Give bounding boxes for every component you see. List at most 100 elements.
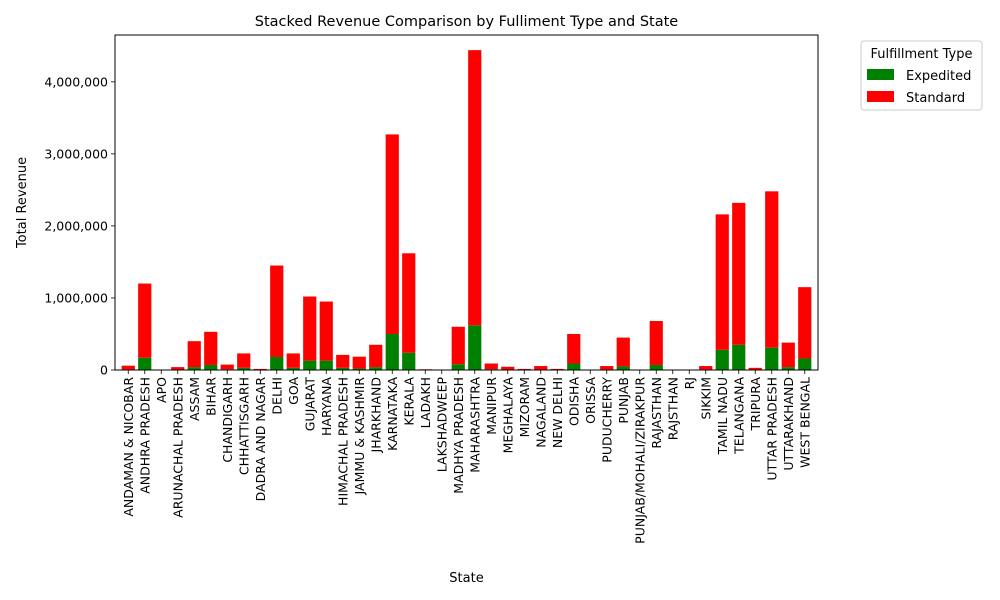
legend: Fulfillment Type Expedited Standard [860,40,983,111]
x-tick-label-ladakh: LADAKH [418,377,433,428]
bar-standard-uttar-pradesh [765,191,779,348]
legend-label-standard: Standard [906,91,965,106]
bar-expedited-maharashtra [468,325,482,370]
x-tick-label-kerala: KERALA [401,377,416,426]
x-tick-label-bihar: BIHAR [203,377,218,416]
bar-standard-chandigarh [220,364,234,370]
x-tick-label-mizoram: MIZORAM [517,377,532,437]
x-tick-label-karnataka: KARNATAKA [385,377,400,451]
x-tick-label-rajsthan: RAJSTHAN [665,377,680,440]
bar-standard-telangana [732,202,746,345]
x-tick-label-tripura: TRIPURA [748,377,763,432]
x-tick-label-punjab-mohali-zirakpur: PUNJAB/MOHALI/ZIRAKPUR [632,377,647,544]
x-tick-label-jammu-kashmir: JAMMU & KASHMIR [352,377,367,496]
bar-standard-andhra-pradesh [138,283,152,358]
x-tick-label-lakshadweep: LAKSHADWEEP [434,377,449,473]
bar-standard-tamil-nadu [715,214,729,350]
bar-standard-karnataka [385,134,399,334]
bar-expedited-chhattisgarh [237,367,251,370]
x-tick-label-punjab: PUNJAB [616,377,631,424]
bar-standard-punjab [616,337,630,367]
bar-expedited-kerala [402,352,416,370]
legend-swatch-standard [867,91,894,102]
x-tick-label-gujarat: GUJARAT [302,377,317,432]
y-tick-label-0: 0 [100,363,108,378]
bar-standard-chhattisgarh [237,353,251,368]
bar-expedited-madhya-pradesh [451,364,465,370]
bar-standard-madhya-pradesh [451,326,465,365]
x-tick-label-meghalaya: MEGHALAYA [500,377,515,454]
x-tick-label-chandigarh: CHANDIGARH [220,377,235,463]
y-tick-label-4: 4,000,000 [44,74,108,89]
bar-expedited-delhi [270,357,284,370]
x-tick-label-west-bengal: WEST BENGAL [797,377,812,468]
bar-standard-kerala [402,253,416,353]
bar-expedited-goa [286,367,300,370]
bar-standard-sikkim [699,366,713,370]
bar-standard-bihar [204,331,218,365]
y-axis: 0 1,000,000 2,000,000 3,000,000 4,000,000 [44,74,115,378]
x-tick-label-manipur: MANIPUR [484,377,499,435]
y-tick-label-2: 2,000,000 [44,218,108,233]
bar-standard-dadra-and-nagar [253,368,267,370]
bar-standard-jharkhand [369,344,383,368]
bar-expedited-jharkhand [369,367,383,370]
x-tick-label-tamil-nadu: TAMIL NADU [715,377,730,455]
bar-standard-meghalaya [501,366,515,370]
x-tick-label-haryana: HARYANA [319,377,334,436]
bar-expedited-jammu-kashmir [352,368,366,370]
bar-expedited-punjab [616,366,630,370]
bar-standard-west-bengal [798,287,812,359]
x-tick-label-andaman-nicobar: ANDAMAN & NICOBAR [121,377,136,517]
bar-expedited-west-bengal [798,358,812,370]
x-tick-label-delhi: DELHI [269,377,284,415]
x-tick-label-dadra-and-nagar: DADRA AND NAGAR [253,377,268,502]
x-tick-label-maharashtra: MAHARASHTRA [467,377,482,473]
x-tick-label-orissa: ORISSA [583,377,598,424]
bar-expedited-haryana [319,360,333,370]
bar-standard-nagaland [534,366,548,370]
x-tick-label-arunachal-pradesh: ARUNACHAL PRADESH [170,377,185,518]
bar-standard-assam [187,341,201,368]
x-tick-label-himachal-pradesh: HIMACHAL PRADESH [335,377,350,506]
bar-standard-uttarakhand [781,342,795,368]
x-tick-label-andhra-pradesh: ANDHRA PRADESH [137,377,152,494]
bar-standard-andaman-nicobar [121,365,135,370]
bar-standard-haryana [319,301,333,361]
bar-expedited-tamil-nadu [715,349,729,370]
legend-title: Fulfillment Type [870,47,972,62]
bar-expedited-odisha [567,363,581,370]
bar-standard-new-delhi [550,368,564,370]
bar-standard-goa [286,353,300,368]
chart-title: Stacked Revenue Comparison by Fulliment … [255,14,679,30]
y-tick-label-1: 1,000,000 [44,290,108,305]
bar-standard-mizoram [517,368,531,370]
bar-expedited-andhra-pradesh [138,357,152,370]
bar-standard-odisha [567,333,581,364]
bar-expedited-karnataka [385,333,399,370]
x-axis-label: State [449,571,483,586]
bar-standard-himachal-pradesh [336,354,350,368]
x-tick-label-jharkhand: JHARKHAND [368,377,383,453]
x-tick-label-rajasthan: RAJASTHAN [649,377,664,449]
y-tick-label-3: 3,000,000 [44,146,108,161]
y-axis-label: Total Revenue [15,157,30,249]
x-tick-label-telangana: TELANGANA [731,377,746,455]
x-tick-label-uttar-pradesh: UTTAR PRADESH [764,377,779,481]
bar-expedited-telangana [732,344,746,370]
bar-standard-arunachal-pradesh [171,367,185,370]
bar-expedited-uttar-pradesh [765,347,779,370]
bar-expedited-assam [187,367,201,370]
legend-label-expedited: Expedited [906,69,971,84]
x-tick-label-odisha: ODISHA [566,377,581,426]
bars-layer [121,50,812,370]
plot-frame [114,34,819,371]
bar-standard-gujarat [303,296,317,361]
x-tick-label-nagaland: NAGALAND [533,377,548,448]
x-tick-label-uttarakhand: UTTARAKHAND [781,377,796,471]
bar-standard-puducherry [600,366,614,370]
bar-expedited-himachal-pradesh [336,367,350,370]
bar-expedited-rajasthan [649,364,663,370]
